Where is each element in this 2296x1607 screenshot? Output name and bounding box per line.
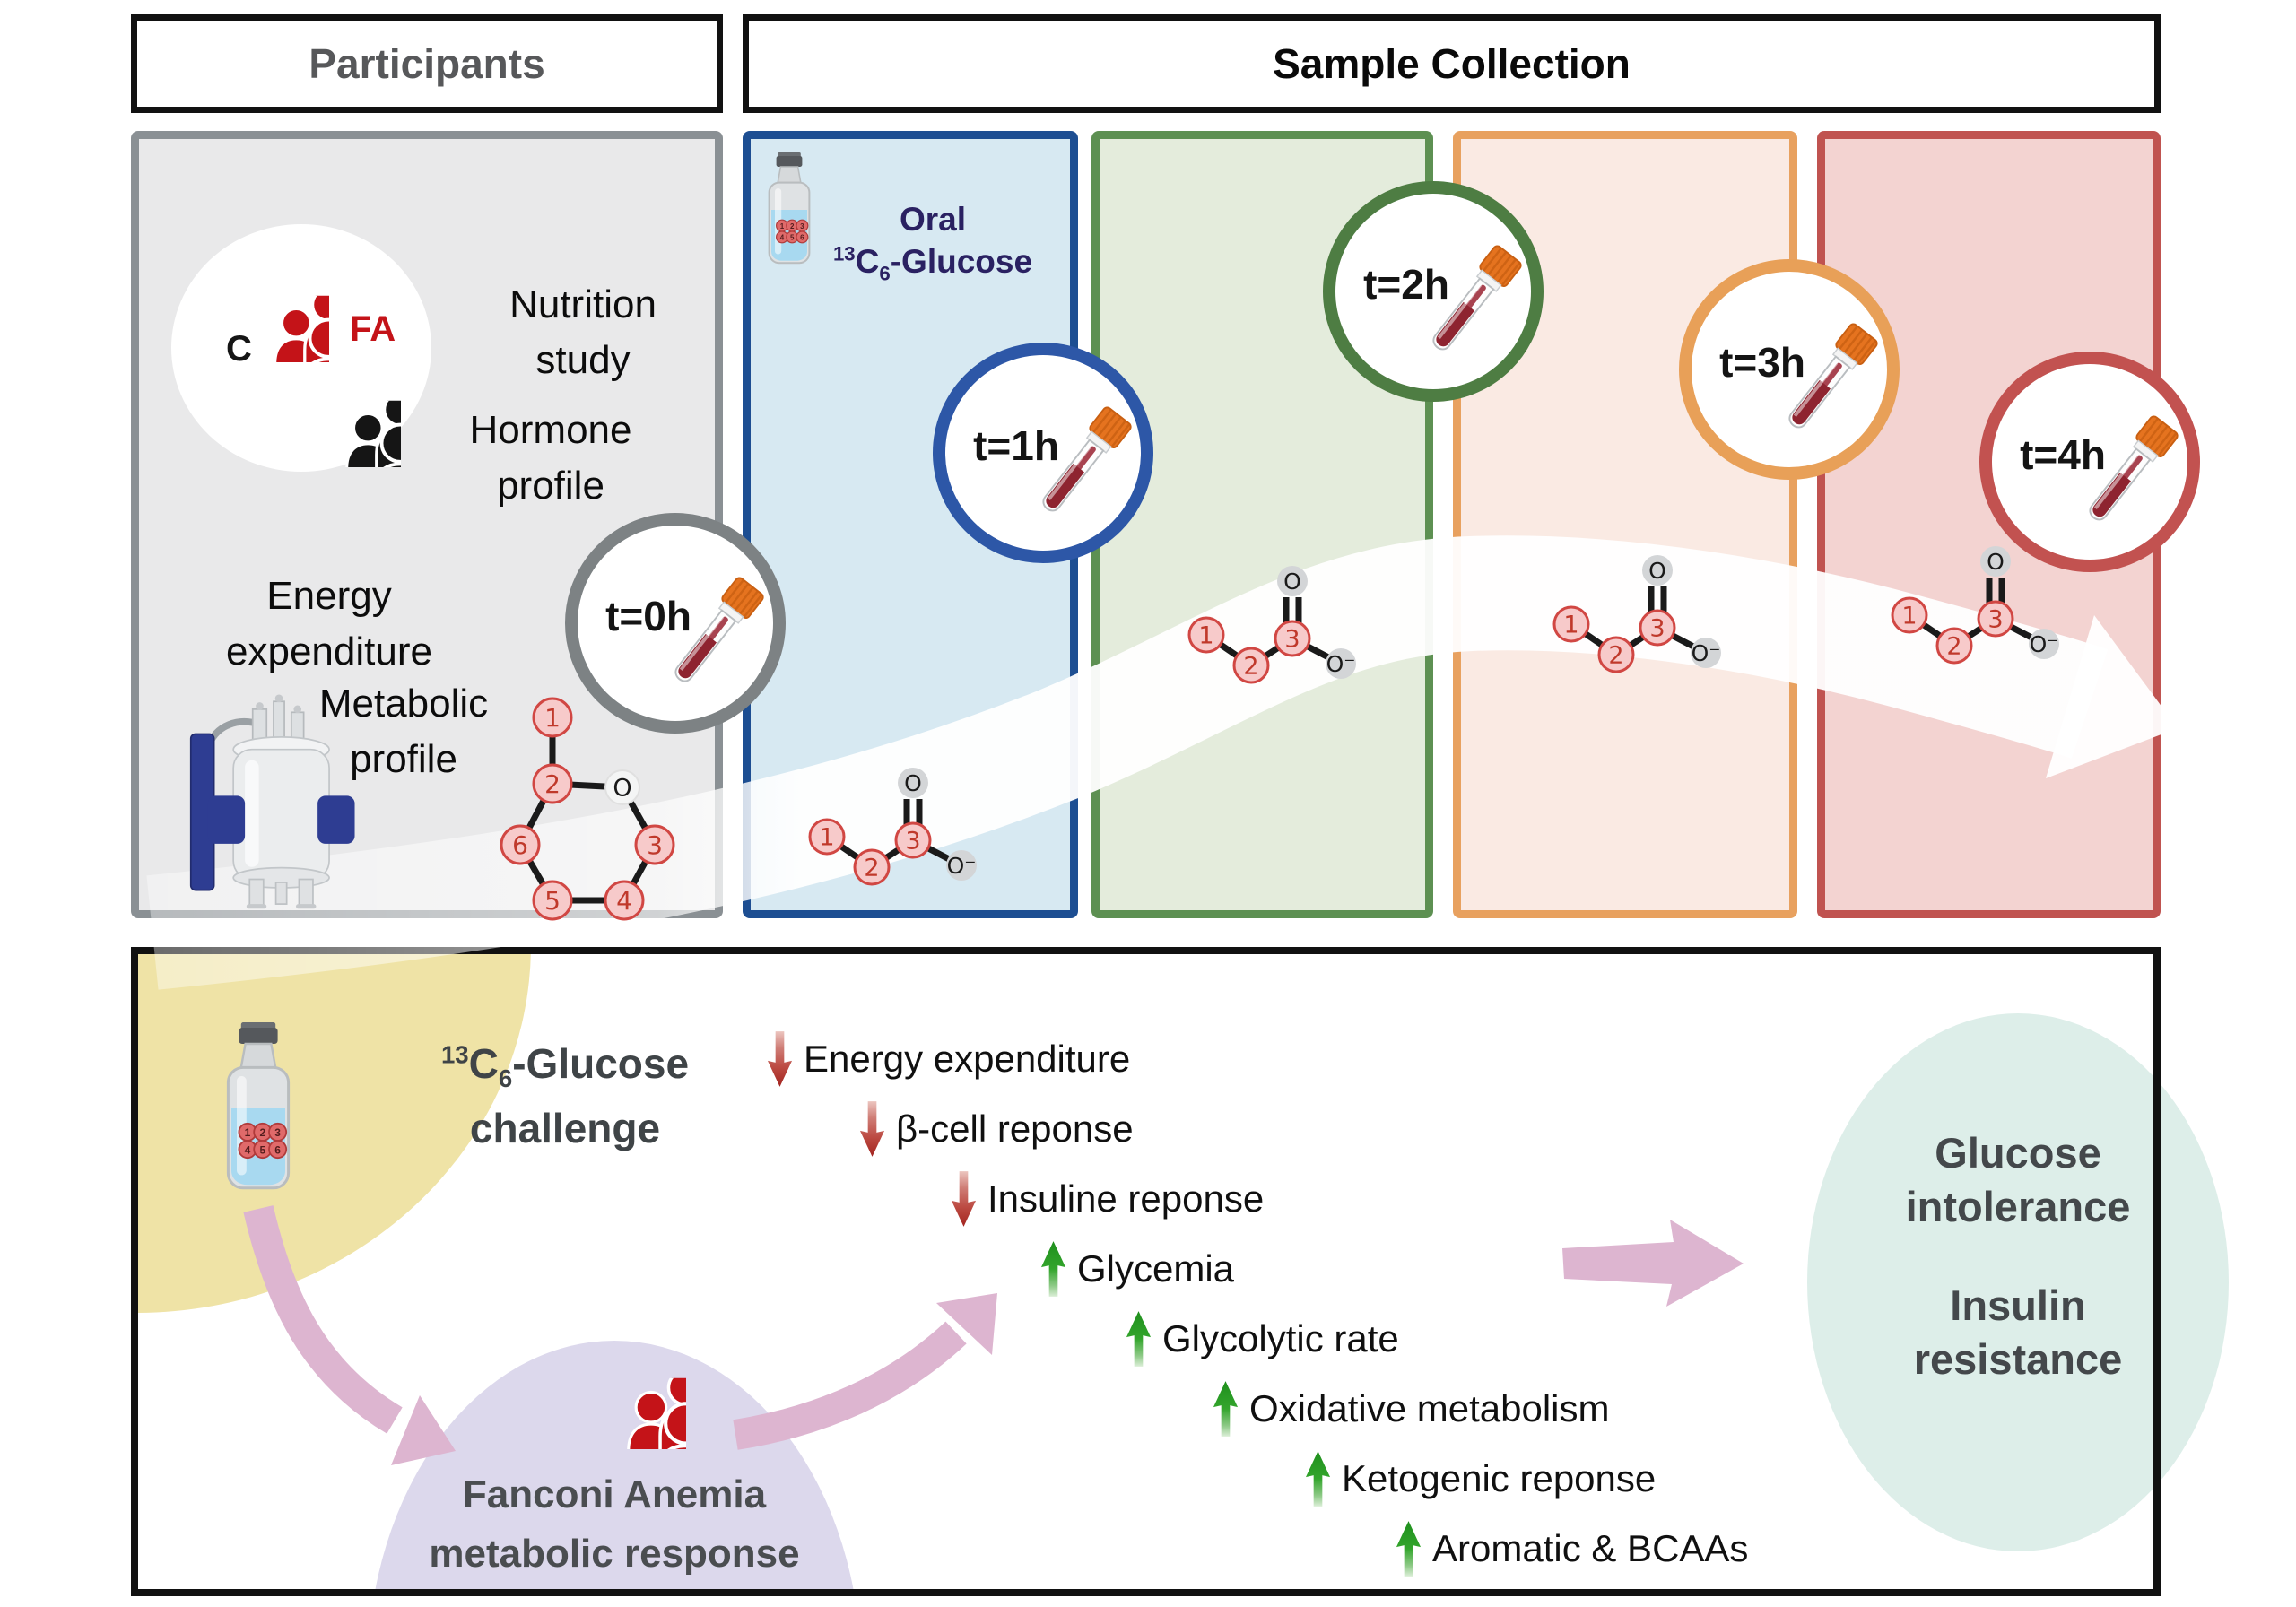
effect-item-down: β-cell reponse — [859, 1094, 1134, 1164]
oral-dose-line2: 13C6-Glucose — [832, 243, 1033, 285]
challenge-line1: 13C6-Glucose — [440, 1040, 690, 1093]
challenge-line2: challenge — [469, 1104, 661, 1151]
fanconi-label: Fanconi Anemia metabolic response — [345, 1465, 883, 1584]
effect-arrow-icon — [951, 1170, 977, 1228]
challenge-vial-icon — [215, 1022, 301, 1194]
effect-label: Glycemia — [1077, 1247, 1235, 1290]
oral-dose-line1: Oral — [899, 201, 967, 238]
control-cohort-label: C — [226, 329, 252, 369]
effect-item-up: Glycemia — [1040, 1234, 1234, 1304]
effect-arrow-icon — [767, 1030, 793, 1088]
effect-arrow-icon — [1126, 1310, 1152, 1368]
effect-label: Glycolytic rate — [1162, 1317, 1399, 1359]
sample-collection-header-label: Sample Collection — [1273, 40, 1631, 87]
nmr-spectrometer-icon — [175, 686, 372, 910]
effect-label: Oxidative metabolism — [1249, 1387, 1610, 1429]
effect-label: Ketogenic reponse — [1342, 1457, 1657, 1499]
collection-panel-3h — [1453, 131, 1797, 918]
control-people-icon — [266, 336, 401, 467]
collection-panel-4h — [1817, 131, 2161, 918]
collection-panel-2h — [1091, 131, 1433, 918]
effect-item-up: Glycolytic rate — [1126, 1304, 1399, 1374]
effect-arrow-icon — [1396, 1520, 1422, 1577]
outcome-glucose-intolerance: Glucose intolerance — [1905, 1129, 2131, 1231]
effect-arrow-icon — [1040, 1240, 1066, 1298]
fa-cohort-label: FA — [350, 309, 396, 349]
effect-item-up: Aromatic & BCAAs — [1396, 1514, 1748, 1584]
effect-label: Aromatic & BCAAs — [1432, 1527, 1749, 1569]
effect-arrow-icon — [1305, 1450, 1331, 1507]
outcome-insulin-resistance: Insulin resistance — [1913, 1281, 2123, 1384]
effect-label: Energy expenditure — [804, 1038, 1131, 1080]
challenge-label: 13C6-Glucose challenge — [314, 1033, 816, 1160]
effect-item-down: Insuline reponse — [951, 1164, 1264, 1234]
study-item-hormone: Hormone profile — [469, 408, 632, 508]
study-item-nutrition: Nutrition study — [509, 282, 657, 383]
effect-item-up: Ketogenic reponse — [1305, 1444, 1656, 1514]
fanconi-line1: Fanconi Anemia — [462, 1472, 767, 1516]
oral-dose-label: Oral 13C6-Glucose — [825, 198, 1040, 287]
fanconi-line2: metabolic response — [429, 1532, 800, 1576]
effect-label: Insuline reponse — [987, 1177, 1265, 1220]
sample-collection-header: Sample Collection — [743, 14, 2161, 113]
effect-item-down: Energy expenditure — [767, 1024, 1130, 1094]
participants-header: Participants — [131, 14, 723, 113]
effect-item-up: Oxidative metabolism — [1213, 1374, 1609, 1444]
participants-header-label: Participants — [309, 40, 545, 87]
effect-arrow-icon — [859, 1100, 885, 1158]
fanconi-people-icon — [543, 1309, 686, 1449]
effect-arrow-icon — [1213, 1380, 1239, 1438]
oral-glucose-vial-icon — [761, 152, 818, 267]
study-item-energy: Energy expenditure — [226, 574, 432, 674]
effect-label: β-cell reponse — [896, 1108, 1134, 1150]
